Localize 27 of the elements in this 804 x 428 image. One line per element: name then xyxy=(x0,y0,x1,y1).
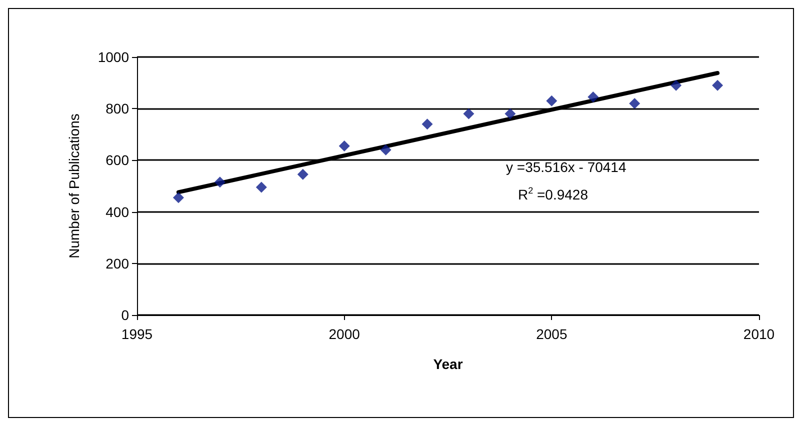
point xyxy=(297,168,308,180)
point xyxy=(463,108,474,120)
point xyxy=(172,192,184,204)
x-tick-label: 1995 xyxy=(121,326,153,342)
point xyxy=(338,140,350,152)
y-tick-label: 0 xyxy=(121,307,130,323)
annotation: y =35.516x - 70414 xyxy=(506,159,626,175)
y-tick-label: 400 xyxy=(106,204,130,220)
point xyxy=(256,182,267,193)
point xyxy=(712,80,724,91)
point xyxy=(629,98,640,109)
point xyxy=(546,95,558,106)
point xyxy=(588,91,599,102)
point xyxy=(380,144,392,156)
y-tick-label: 1000 xyxy=(98,49,130,65)
x-tick-label: 2005 xyxy=(536,326,568,342)
y-tick-label: 600 xyxy=(106,152,130,168)
point xyxy=(422,118,433,130)
point xyxy=(214,176,226,188)
point xyxy=(504,108,516,120)
point xyxy=(670,80,682,91)
y-axis-title: Number of Publications xyxy=(66,114,82,258)
x-tick-label: 2000 xyxy=(328,326,360,342)
x-axis-title: Year xyxy=(433,356,464,372)
x-tick-label: 2010 xyxy=(743,326,775,342)
y-tick-label: 200 xyxy=(106,255,130,272)
y-tick-label: 800 xyxy=(106,100,130,117)
